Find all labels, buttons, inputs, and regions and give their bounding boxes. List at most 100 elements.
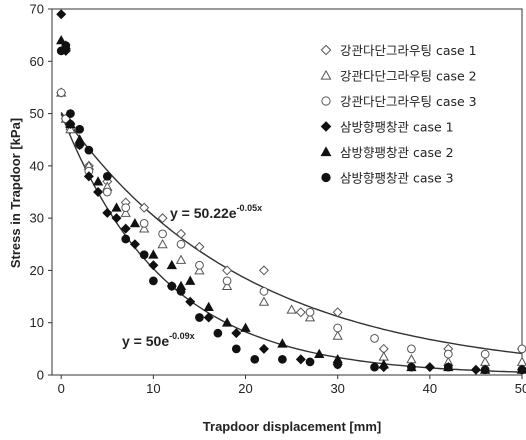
- data-point-series-3: [222, 276, 232, 286]
- plot-frame: [51, 8, 523, 376]
- x-tick-label: 50: [515, 381, 526, 396]
- legend-label-1: 강관다단그라우팅 case 1: [340, 43, 477, 58]
- data-point-series-3: [259, 286, 269, 296]
- data-point-series-5: [148, 249, 159, 259]
- legend-label-2: 강관다단그라우팅 case 2: [340, 69, 477, 84]
- legend-marker-1: [320, 44, 332, 56]
- data-point-series-3: [121, 203, 131, 213]
- data-point-series-2: [258, 296, 270, 306]
- data-point-series-4: [120, 223, 131, 234]
- y-tick-label: 40: [30, 158, 44, 173]
- data-point-series-6: [305, 357, 315, 367]
- data-point-series-6: [480, 365, 490, 375]
- data-point-series-3: [56, 88, 66, 98]
- data-point-series-1: [157, 213, 168, 224]
- y-tick-label: 30: [30, 211, 44, 226]
- y-tick-label: 0: [37, 368, 44, 383]
- data-point-series-2: [304, 312, 316, 322]
- data-point-series-6: [176, 286, 186, 296]
- legend-marker-3: [321, 96, 331, 106]
- data-point-series-1: [222, 265, 233, 276]
- legend-label-3: 강관다단그라우팅 case 3: [340, 94, 477, 109]
- data-point-series-5: [56, 35, 67, 45]
- data-point-series-4: [470, 364, 481, 375]
- data-point-series-2: [332, 330, 343, 340]
- fit-equation-label: y = 50.22e-0.05x: [170, 203, 262, 221]
- data-point-series-3: [480, 349, 490, 359]
- data-point-series-3: [370, 334, 379, 343]
- data-point-series-6: [517, 365, 526, 375]
- data-point-series-4: [129, 239, 140, 250]
- legend-marker-6: [321, 172, 331, 183]
- legend-marker-4: [320, 121, 332, 132]
- data-point-series-6: [443, 362, 453, 372]
- data-point-series-2: [120, 207, 131, 217]
- legend-label-4: 삼방향팽창관 case 1: [340, 120, 454, 135]
- y-tick-label: 50: [30, 106, 44, 121]
- data-point-series-6: [333, 360, 343, 369]
- data-points: [56, 9, 526, 375]
- data-point-series-2: [139, 223, 150, 233]
- axes: 0 10 20 30 40 50 0 10 20 30 40 50 60 70: [30, 2, 526, 397]
- data-point-series-2: [479, 356, 491, 366]
- legend-label-5: 삼방향팽창관 case 2: [340, 145, 454, 160]
- data-point-series-4: [424, 362, 435, 373]
- data-point-series-6: [407, 362, 416, 372]
- data-point-series-1: [332, 307, 343, 318]
- data-point-series-6: [84, 145, 94, 155]
- data-point-series-3: [333, 323, 343, 333]
- y-tick-label: 20: [30, 263, 44, 278]
- data-point-series-2: [157, 238, 168, 249]
- x-tick-label: 0: [58, 381, 65, 396]
- data-point-series-3: [407, 344, 416, 354]
- legend-marker-2: [320, 69, 332, 80]
- data-point-series-3: [195, 260, 204, 270]
- y-tick-label: 60: [30, 54, 44, 69]
- data-point-series-6: [250, 354, 260, 364]
- data-point-series-6: [121, 234, 131, 244]
- data-point-series-5: [277, 338, 288, 348]
- data-point-series-1: [194, 241, 205, 252]
- data-point-series-2: [286, 304, 297, 314]
- data-point-series-6: [102, 171, 112, 181]
- data-point-series-3: [139, 219, 149, 228]
- data-point-series-4: [83, 171, 94, 182]
- data-point-series-6: [139, 250, 149, 260]
- data-point-series-6: [167, 281, 177, 291]
- data-point-series-6: [61, 41, 71, 50]
- data-point-series-4: [258, 343, 269, 354]
- equation-labels: y = 50.22e-0.05x y = 50e-0.09x: [122, 203, 262, 349]
- data-point-series-4: [295, 354, 306, 365]
- data-point-series-5: [166, 259, 177, 270]
- data-point-series-6: [66, 109, 75, 118]
- data-point-series-5: [111, 202, 122, 212]
- data-point-series-6: [213, 328, 223, 338]
- data-point-series-5: [240, 322, 251, 332]
- data-point-series-3: [305, 307, 315, 317]
- data-point-series-6: [278, 354, 287, 364]
- data-point-series-1: [258, 265, 269, 276]
- legend-label-6: 삼방향팽창관 case 3: [340, 171, 454, 186]
- data-point-series-2: [406, 353, 417, 364]
- data-point-series-2: [175, 254, 187, 264]
- fit-curve-1: [60, 111, 523, 355]
- data-point-series-5: [314, 348, 325, 359]
- x-tick-label: 30: [330, 381, 344, 396]
- data-point-series-3: [176, 239, 186, 249]
- data-point-series-5: [129, 218, 141, 228]
- data-point-series-4: [56, 9, 67, 20]
- data-point-series-4: [231, 328, 242, 339]
- data-point-series-5: [378, 359, 389, 369]
- x-axis-title: Trapdoor displacement [mm]: [203, 419, 381, 434]
- data-point-series-4: [148, 260, 159, 271]
- x-tick-label: 20: [238, 381, 252, 396]
- legend: 강관다단그라우팅 case 1 강관다단그라우팅 case 2 강관다단그라우팅 c…: [320, 43, 477, 186]
- data-point-series-6: [75, 124, 85, 134]
- data-point-series-4: [185, 296, 196, 307]
- y-axis-title: Stress in Trapdoor [kPa]: [8, 118, 23, 268]
- data-point-series-6: [231, 344, 241, 354]
- data-point-series-5: [203, 301, 214, 311]
- data-point-series-2: [378, 351, 389, 361]
- fit-equation-label: y = 50e-0.09x: [122, 331, 195, 349]
